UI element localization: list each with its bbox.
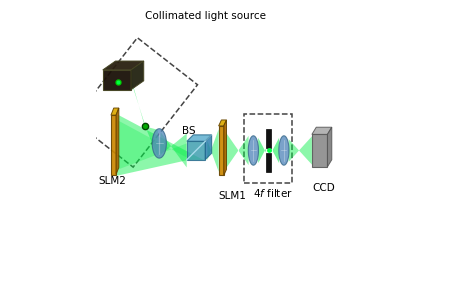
Bar xyxy=(219,126,224,175)
Polygon shape xyxy=(145,126,158,157)
Polygon shape xyxy=(279,136,289,165)
Polygon shape xyxy=(116,114,203,176)
Polygon shape xyxy=(289,136,312,165)
Polygon shape xyxy=(187,141,205,160)
Polygon shape xyxy=(131,78,145,128)
Bar xyxy=(111,115,116,174)
Polygon shape xyxy=(161,132,187,168)
Text: SLM2: SLM2 xyxy=(99,176,127,186)
Polygon shape xyxy=(312,127,332,134)
Bar xyxy=(266,153,271,172)
Polygon shape xyxy=(224,120,227,175)
Polygon shape xyxy=(187,135,211,141)
Polygon shape xyxy=(111,108,119,115)
Polygon shape xyxy=(248,136,258,165)
Polygon shape xyxy=(103,61,144,70)
Polygon shape xyxy=(131,61,144,90)
Polygon shape xyxy=(207,129,219,172)
Text: BS: BS xyxy=(182,126,195,136)
Polygon shape xyxy=(271,138,279,163)
Polygon shape xyxy=(116,119,187,170)
Polygon shape xyxy=(258,138,266,163)
Bar xyxy=(266,129,271,147)
Bar xyxy=(312,134,328,167)
Polygon shape xyxy=(116,108,119,174)
Polygon shape xyxy=(328,127,332,167)
Bar xyxy=(244,114,292,183)
Polygon shape xyxy=(205,135,211,160)
Polygon shape xyxy=(219,120,227,126)
Text: CCD: CCD xyxy=(313,183,336,193)
Polygon shape xyxy=(152,129,166,158)
Text: 4$f$ filter: 4$f$ filter xyxy=(253,187,293,199)
Bar xyxy=(103,70,131,90)
Text: Collimated light source: Collimated light source xyxy=(145,11,266,20)
Polygon shape xyxy=(224,129,248,172)
Text: SLM1: SLM1 xyxy=(219,191,246,201)
